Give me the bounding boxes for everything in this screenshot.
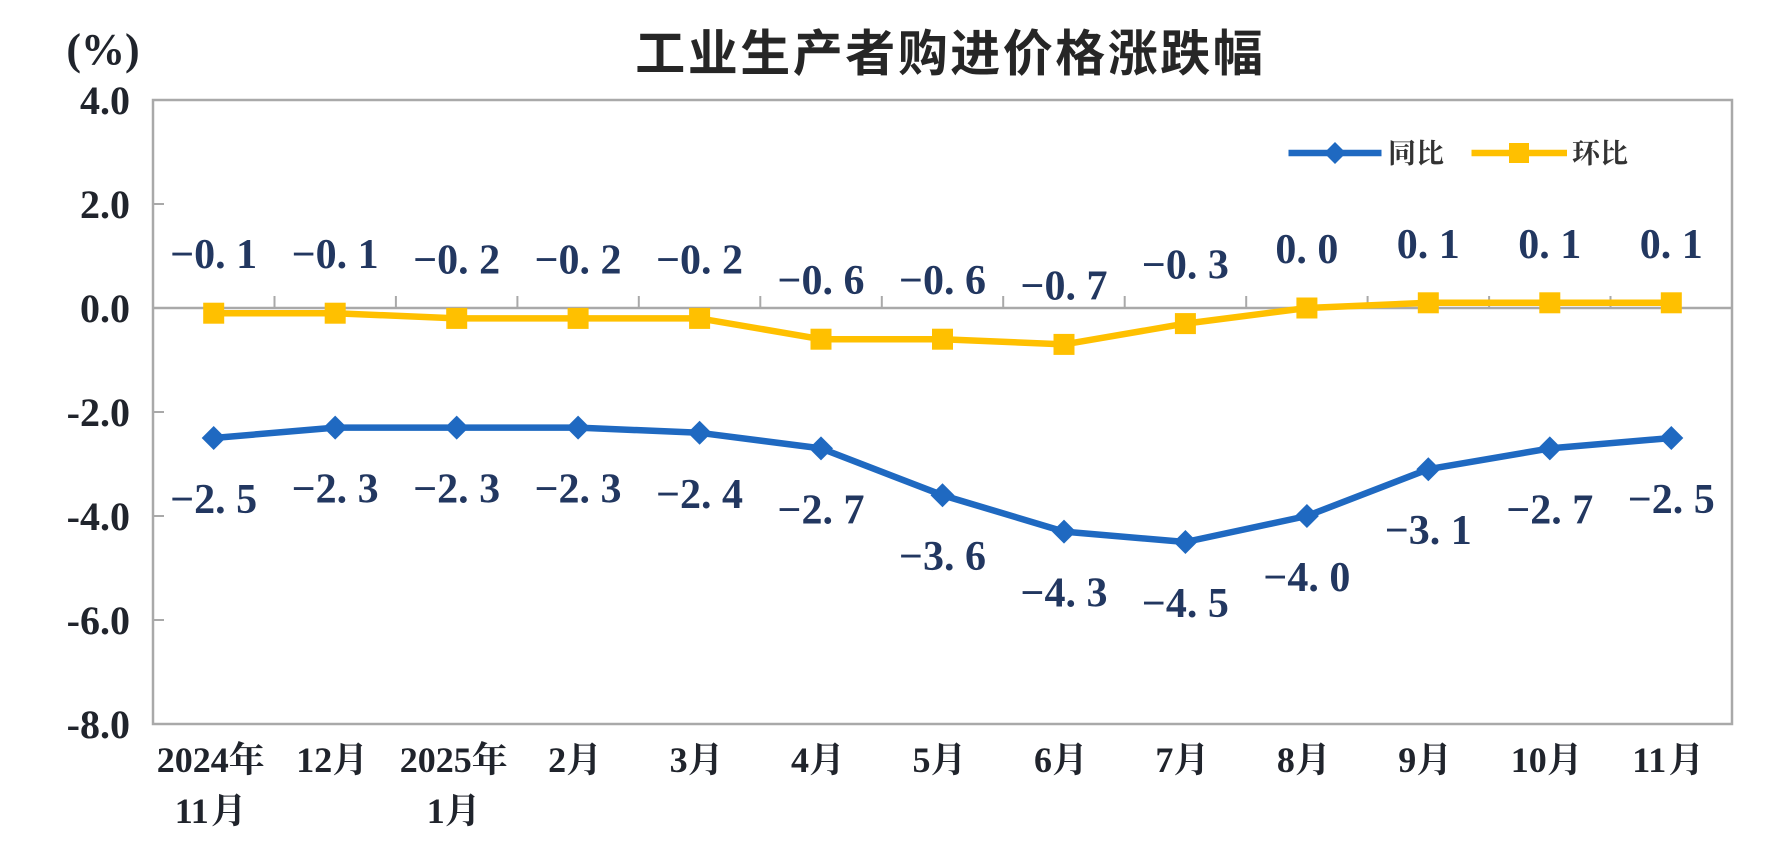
svg-text:−2. 7: −2. 7 bbox=[1506, 487, 1593, 533]
svg-text:0.0: 0.0 bbox=[80, 286, 130, 331]
svg-text:9: 9 bbox=[1398, 740, 1416, 780]
svg-text:2025: 2025 bbox=[400, 740, 472, 780]
svg-text:0. 1: 0. 1 bbox=[1518, 222, 1581, 268]
svg-text:−0. 2: −0. 2 bbox=[413, 237, 500, 283]
svg-text:−2. 3: −2. 3 bbox=[413, 467, 500, 513]
svg-text:(%): (%) bbox=[66, 25, 139, 74]
svg-text:−2. 3: −2. 3 bbox=[535, 467, 622, 513]
svg-text:3: 3 bbox=[670, 740, 688, 780]
svg-text:−2. 4: −2. 4 bbox=[656, 472, 743, 518]
svg-text:11: 11 bbox=[1632, 740, 1666, 780]
svg-text:−2. 5: −2. 5 bbox=[170, 477, 257, 523]
svg-text:-8.0: -8.0 bbox=[67, 702, 130, 747]
svg-text:−0. 2: −0. 2 bbox=[656, 237, 743, 283]
svg-text:−3. 6: −3. 6 bbox=[899, 534, 986, 580]
svg-text:−0. 3: −0. 3 bbox=[1142, 243, 1229, 289]
svg-text:5: 5 bbox=[913, 740, 931, 780]
svg-text:1: 1 bbox=[427, 791, 445, 831]
svg-text:11: 11 bbox=[175, 791, 209, 831]
svg-text:2.0: 2.0 bbox=[80, 182, 130, 227]
svg-text:2: 2 bbox=[548, 740, 566, 780]
svg-text:−0. 1: −0. 1 bbox=[292, 232, 379, 278]
svg-text:−0. 7: −0. 7 bbox=[1021, 263, 1108, 309]
svg-text:0. 1: 0. 1 bbox=[1397, 222, 1460, 268]
svg-text:−0. 6: −0. 6 bbox=[899, 258, 986, 304]
svg-text:−4. 3: −4. 3 bbox=[1021, 571, 1108, 617]
svg-text:7: 7 bbox=[1155, 740, 1173, 780]
svg-text:-4.0: -4.0 bbox=[67, 494, 130, 539]
svg-text:−2. 5: −2. 5 bbox=[1628, 477, 1715, 523]
svg-text:6: 6 bbox=[1034, 740, 1052, 780]
svg-text:−2. 3: −2. 3 bbox=[292, 467, 379, 513]
svg-text:-6.0: -6.0 bbox=[67, 598, 130, 643]
svg-text:8: 8 bbox=[1277, 740, 1295, 780]
svg-text:0. 1: 0. 1 bbox=[1640, 222, 1703, 268]
svg-text:12: 12 bbox=[296, 740, 332, 780]
svg-text:−4. 0: −4. 0 bbox=[1263, 555, 1350, 601]
svg-text:4: 4 bbox=[791, 740, 809, 780]
svg-text:4.0: 4.0 bbox=[80, 78, 130, 123]
svg-text:−0. 1: −0. 1 bbox=[170, 232, 257, 278]
svg-text:−0. 6: −0. 6 bbox=[778, 258, 865, 304]
svg-text:−0. 2: −0. 2 bbox=[535, 237, 622, 283]
svg-text:−3. 1: −3. 1 bbox=[1385, 508, 1472, 554]
svg-text:10: 10 bbox=[1511, 740, 1547, 780]
svg-text:0. 0: 0. 0 bbox=[1275, 227, 1338, 273]
svg-text:−2. 7: −2. 7 bbox=[778, 487, 865, 533]
svg-text:2024: 2024 bbox=[157, 740, 229, 780]
svg-text:−4. 5: −4. 5 bbox=[1142, 581, 1229, 627]
svg-text:-2.0: -2.0 bbox=[67, 390, 130, 435]
